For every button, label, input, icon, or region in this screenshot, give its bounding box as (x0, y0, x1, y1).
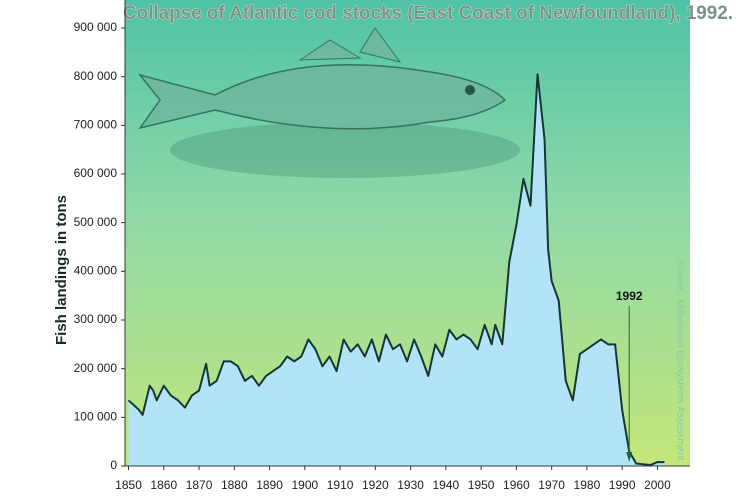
y-tick-label: 500 000 (74, 215, 118, 229)
x-tick-label: 1920 (362, 478, 389, 492)
y-axis-label: Fish landings in tons (53, 195, 70, 345)
x-tick-label: 1900 (291, 478, 318, 492)
x-tick-label: 1980 (574, 478, 601, 492)
x-tick-label: 1970 (538, 478, 565, 492)
x-tick-label: 1960 (503, 478, 530, 492)
x-tick-label: 1890 (256, 478, 283, 492)
x-tick-label: 1880 (221, 478, 248, 492)
source-note: Source : Millennium Ecosystems Assessmen… (674, 259, 685, 460)
annotation-arrowhead (626, 452, 633, 462)
x-tick-label: 1950 (468, 478, 495, 492)
x-tick-label: 1870 (186, 478, 213, 492)
chart-title: Collapse of Atlantic cod stocks (East Co… (123, 3, 733, 24)
y-tick-label: 700 000 (74, 118, 118, 132)
x-tick-label: 2000 (644, 478, 671, 492)
y-tick-label: 300 000 (74, 312, 118, 326)
x-tick-label: 1850 (115, 478, 142, 492)
x-tick-label: 1910 (327, 478, 354, 492)
y-tick-label: 400 000 (74, 264, 118, 278)
x-tick-label: 1860 (150, 478, 177, 492)
y-tick-label: 900 000 (74, 20, 118, 34)
fish-illustration (137, 27, 520, 178)
y-tick-label: 0 (110, 458, 117, 472)
x-tick-label: 1930 (397, 478, 424, 492)
y-tick-label: 200 000 (74, 361, 118, 375)
y-tick-label: 100 000 (74, 410, 118, 424)
y-tick-label: 600 000 (74, 166, 118, 180)
annotation-label: 1992 (616, 289, 643, 303)
x-tick-label: 1990 (609, 478, 636, 492)
x-tick-label: 1940 (433, 478, 460, 492)
y-tick-label: 800 000 (74, 69, 118, 83)
line (127, 73, 665, 467)
area (128, 74, 665, 466)
